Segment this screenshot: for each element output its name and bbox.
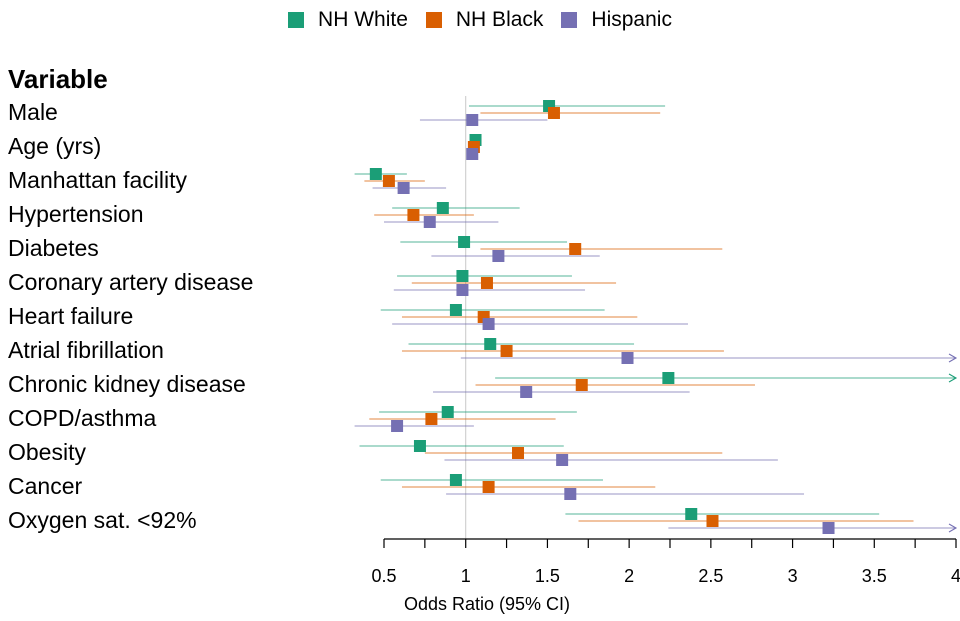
- row-label: Manhattan facility: [8, 167, 187, 193]
- row-label: Oxygen sat. <92%: [8, 507, 197, 533]
- x-tick-label-0: 0.5: [371, 566, 396, 586]
- or-point: [484, 338, 497, 350]
- legend-swatch-nh-white: [288, 12, 305, 28]
- legend-item-nh-black: NH Black: [425, 8, 544, 32]
- or-point: [569, 243, 582, 255]
- or-point: [466, 148, 479, 160]
- variable-header: Variable: [8, 64, 108, 94]
- or-point: [556, 454, 569, 466]
- or-point: [449, 474, 462, 486]
- row-label: Male: [8, 99, 58, 125]
- ci-arrow: [948, 523, 958, 533]
- or-point: [492, 250, 505, 262]
- legend-label-hispanic: Hispanic: [591, 8, 672, 31]
- row-label: Coronary artery disease: [8, 269, 254, 295]
- or-point: [449, 304, 462, 316]
- x-tick-label-7: 4: [951, 566, 960, 586]
- or-point: [685, 508, 698, 520]
- or-point: [706, 515, 719, 527]
- or-point: [425, 413, 438, 425]
- or-point: [441, 406, 454, 418]
- row-label: Obesity: [8, 439, 86, 465]
- or-point: [407, 209, 420, 221]
- row-label: Diabetes: [8, 235, 99, 261]
- or-point: [547, 107, 560, 119]
- legend-label-nh-black: NH Black: [455, 8, 544, 31]
- or-point: [482, 318, 495, 330]
- ci-arrow: [948, 373, 958, 383]
- x-tick-label-6: 3.5: [862, 566, 887, 586]
- or-point: [564, 488, 577, 500]
- or-point: [822, 522, 835, 534]
- row-label: Chronic kidney disease: [8, 371, 246, 397]
- or-point: [436, 202, 449, 214]
- or-point: [466, 114, 479, 126]
- or-point: [397, 182, 410, 194]
- x-tick-label-2: 1.5: [535, 566, 560, 586]
- x-tick-label-1: 1: [461, 566, 471, 586]
- x-axis-label: Odds Ratio (95% CI): [403, 594, 571, 614]
- legend-swatch-hispanic: [561, 12, 578, 28]
- or-point: [391, 420, 404, 432]
- or-point: [512, 447, 525, 459]
- legend-item-hispanic: Hispanic: [561, 8, 672, 32]
- x-tick-label-4: 2.5: [698, 566, 723, 586]
- or-point: [520, 386, 533, 398]
- or-point: [456, 284, 469, 296]
- row-label: Age (yrs): [8, 133, 102, 159]
- or-point: [413, 440, 426, 452]
- legend-item-nh-white: NH White: [288, 8, 408, 32]
- or-point: [621, 352, 634, 364]
- row-label: Heart failure: [8, 303, 134, 329]
- row-label: Atrial fibrillation: [8, 337, 164, 363]
- or-point: [382, 175, 395, 187]
- or-point: [575, 379, 588, 391]
- x-tick-label-5: 3: [788, 566, 798, 586]
- row-label: Hypertension: [8, 201, 144, 227]
- legend-label-nh-white: NH White: [318, 8, 408, 31]
- or-point: [482, 481, 495, 493]
- or-point: [500, 345, 513, 357]
- legend-swatch-nh-black: [425, 12, 442, 28]
- ci-arrow: [948, 353, 958, 363]
- x-tick-label-3: 2: [624, 566, 634, 586]
- or-point: [480, 277, 493, 289]
- or-point: [662, 372, 675, 384]
- or-point: [458, 236, 471, 248]
- row-label: COPD/asthma: [8, 405, 157, 431]
- or-point: [456, 270, 469, 282]
- legend: NH White NH Black Hispanic: [0, 8, 960, 32]
- or-point: [369, 168, 382, 180]
- or-point: [423, 216, 436, 228]
- row-label: Cancer: [8, 473, 83, 499]
